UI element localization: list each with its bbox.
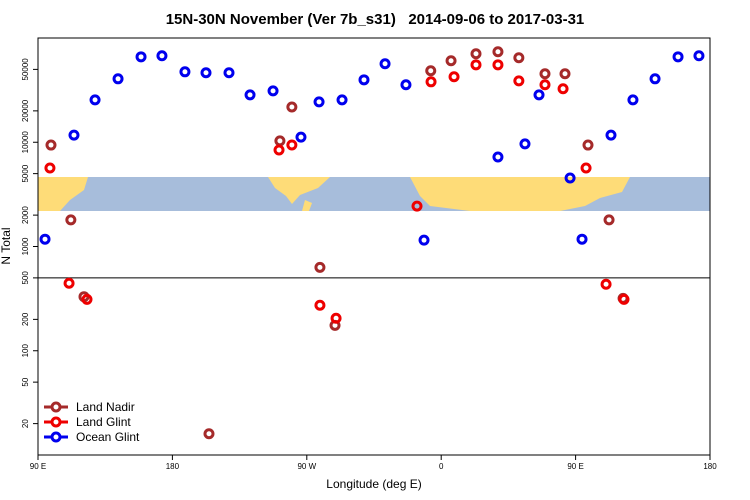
land	[38, 177, 88, 211]
legend-marker	[50, 431, 62, 443]
point	[286, 139, 298, 151]
point	[411, 200, 423, 212]
y-tick-label: 100	[21, 344, 30, 358]
x-tick-label: 90 E	[567, 462, 583, 471]
land	[268, 177, 330, 204]
point	[244, 89, 256, 101]
y-tick-label: 10000	[21, 131, 30, 154]
point	[513, 75, 525, 87]
point	[559, 68, 571, 80]
series	[44, 59, 630, 324]
point	[672, 51, 684, 63]
point	[580, 162, 592, 174]
point	[627, 94, 639, 106]
point	[44, 162, 56, 174]
point	[445, 55, 457, 67]
y-tick-label: 20	[21, 419, 30, 428]
point	[112, 73, 124, 85]
point	[519, 138, 531, 150]
chart-title: 15N-30N November (Ver 7b_s31) 2014-09-06…	[166, 11, 585, 28]
point	[45, 139, 57, 151]
point	[81, 293, 93, 305]
y-tick-label: 50	[21, 377, 30, 386]
x-tick-label: 0	[439, 462, 444, 471]
legend-marker	[50, 401, 62, 413]
legend-label: Land Glint	[76, 415, 131, 429]
legend-label: Land Nadir	[76, 400, 135, 414]
point	[68, 129, 80, 141]
point	[286, 101, 298, 113]
point	[273, 144, 285, 156]
y-tick-label: 50000	[21, 58, 30, 81]
x-tick-label: 90 E	[30, 462, 46, 471]
point	[470, 48, 482, 60]
point	[39, 233, 51, 245]
point	[65, 214, 77, 226]
x-axis-label: Longitude (deg E)	[326, 477, 421, 491]
point	[203, 428, 215, 440]
point	[600, 278, 612, 290]
x-tick-label: 90 W	[297, 462, 316, 471]
legend-label: Ocean Glint	[76, 430, 140, 444]
point	[379, 58, 391, 70]
point	[582, 139, 594, 151]
point	[358, 74, 370, 86]
point	[557, 83, 569, 95]
point	[425, 76, 437, 88]
y-tick-label: 5000	[21, 164, 30, 182]
point	[200, 67, 212, 79]
point	[295, 131, 307, 143]
x-tick-label: 180	[703, 462, 717, 471]
point	[492, 151, 504, 163]
point	[492, 46, 504, 58]
point	[314, 299, 326, 311]
point	[533, 89, 545, 101]
point	[63, 277, 75, 289]
point	[539, 68, 551, 80]
point	[448, 71, 460, 83]
point	[223, 67, 235, 79]
y-tick-label: 500	[21, 271, 30, 285]
point	[649, 73, 661, 85]
y-tick-label: 200	[21, 312, 30, 326]
point	[135, 51, 147, 63]
point	[539, 79, 551, 91]
point	[330, 312, 342, 324]
land	[410, 177, 630, 211]
point	[313, 96, 325, 108]
y-tick-label: 20000	[21, 99, 30, 122]
point	[513, 52, 525, 64]
point	[314, 261, 326, 273]
point	[418, 234, 430, 246]
point	[492, 59, 504, 71]
point	[618, 293, 630, 305]
point	[336, 94, 348, 106]
point	[470, 59, 482, 71]
point	[425, 65, 437, 77]
y-tick-label: 2000	[21, 206, 30, 224]
land	[302, 200, 312, 211]
point	[156, 50, 168, 62]
x-tick-label: 180	[166, 462, 180, 471]
point	[693, 50, 705, 62]
point	[564, 172, 576, 184]
y-axis-label: N Total	[0, 227, 13, 264]
point	[603, 214, 615, 226]
point	[400, 79, 412, 91]
series	[39, 50, 705, 246]
legend-marker	[50, 416, 62, 428]
point	[576, 233, 588, 245]
point	[179, 66, 191, 78]
y-tick-label: 1000	[21, 237, 30, 255]
world-map	[38, 177, 710, 211]
point	[605, 129, 617, 141]
point	[267, 85, 279, 97]
point	[89, 94, 101, 106]
